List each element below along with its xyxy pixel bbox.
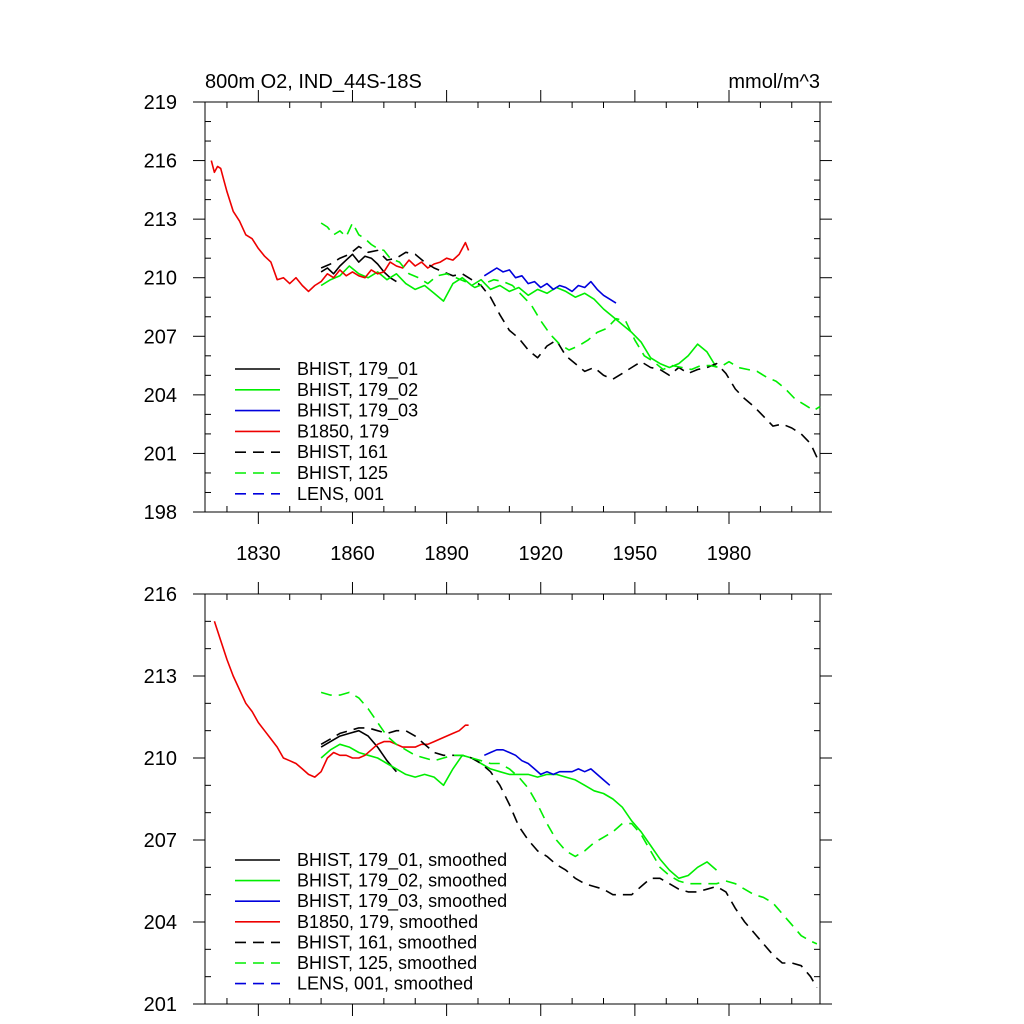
legend-label-0: BHIST, 179_01, smoothed	[297, 850, 507, 871]
y-tick-label: 216	[144, 584, 177, 606]
legend-label-5: BHIST, 125	[297, 463, 388, 483]
legend-label-3: B1850, 179	[297, 421, 389, 441]
plot-frame	[204, 593, 821, 1005]
y-tick-label: 216	[144, 151, 177, 173]
series-line-1	[320, 265, 718, 369]
series-line-2	[483, 748, 611, 786]
series-line-4	[320, 727, 818, 989]
top-panel: 800m O2, IND_44S-18S mmol/m^3 1830 1860 18…	[144, 71, 832, 565]
y-tick-label: 219	[144, 92, 177, 114]
y-tick-label: 207	[144, 830, 177, 852]
x-tick-label: 1980	[707, 543, 752, 565]
y-tick-label: 210	[144, 748, 177, 770]
series-line-2	[483, 267, 617, 304]
legend-label-5: BHIST, 125, smoothed	[297, 953, 477, 973]
y-tick-label: 210	[144, 268, 177, 290]
legend-label-4: BHIST, 161	[297, 442, 388, 462]
series-line-4	[320, 245, 818, 458]
series-line-5	[320, 222, 821, 412]
legend-label-2: BHIST, 179_03	[297, 401, 418, 422]
y-tick-label: 213	[144, 209, 177, 231]
series-line-3	[210, 160, 470, 293]
y-tick-label: 201	[144, 443, 177, 465]
y-tick-label: 213	[144, 666, 177, 688]
legend-label-1: BHIST, 179_02	[297, 380, 418, 401]
legend-label-0: BHIST, 179_01	[297, 359, 418, 380]
legend-label-6: LENS, 001	[297, 484, 384, 504]
series-line-0	[320, 729, 398, 773]
legend-label-1: BHIST, 179_02, smoothed	[297, 871, 507, 892]
plot-frame	[204, 101, 821, 513]
y-tick-label: 204	[144, 912, 177, 934]
x-tick-label: 1890	[424, 543, 469, 565]
series-line-5	[320, 691, 818, 945]
top-panel-title: 800m O2, IND_44S-18S	[205, 71, 422, 93]
legend-label-6: LENS, 001, smoothed	[297, 974, 473, 994]
x-tick-label: 1950	[613, 543, 658, 565]
legend-label-3: B1850, 179, smoothed	[297, 912, 478, 932]
y-tick-label: 204	[144, 385, 177, 407]
x-tick-label: 1920	[518, 543, 563, 565]
legend-label-2: BHIST, 179_03, smoothed	[297, 891, 507, 912]
bottom-panel: 201 204 207 210 213 216 BHIST, 179_01, smoothe…	[144, 582, 832, 1016]
x-tick-label: 1860	[330, 543, 375, 565]
x-tick-label: 1830	[236, 543, 281, 565]
top-panel-units: mmol/m^3	[728, 71, 820, 93]
legend-label-4: BHIST, 161, smoothed	[297, 932, 477, 952]
series-line-1	[320, 743, 718, 880]
y-tick-label: 201	[144, 994, 177, 1016]
y-tick-label: 198	[144, 502, 177, 524]
series-line-3	[213, 621, 469, 778]
y-tick-label: 207	[144, 326, 177, 348]
